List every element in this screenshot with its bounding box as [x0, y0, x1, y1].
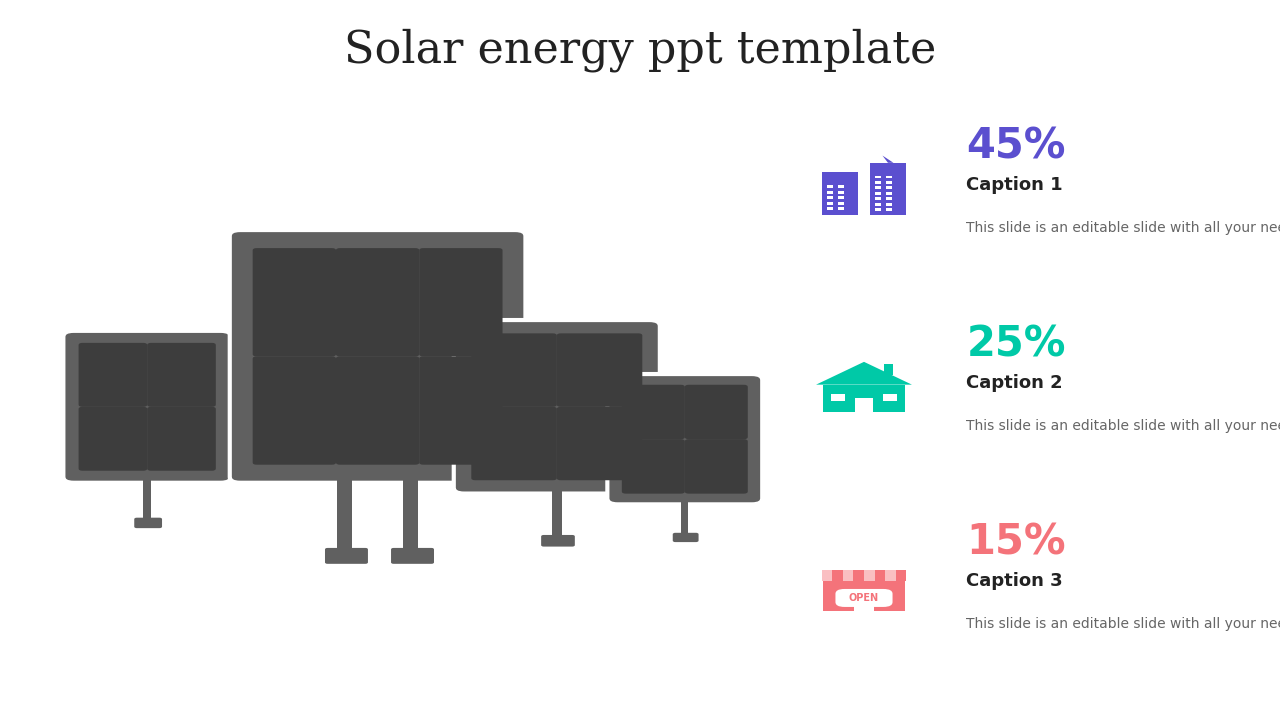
Bar: [837, 202, 844, 204]
Polygon shape: [817, 362, 911, 384]
FancyBboxPatch shape: [541, 535, 575, 546]
Text: This slide is an editable slide with all your needs.: This slide is an editable slide with all…: [966, 221, 1280, 235]
Bar: [874, 176, 881, 179]
Bar: [864, 570, 874, 581]
Bar: [883, 394, 897, 401]
FancyBboxPatch shape: [608, 374, 763, 504]
Bar: [837, 207, 844, 210]
FancyBboxPatch shape: [230, 230, 525, 482]
Bar: [854, 596, 874, 611]
Text: Caption 2: Caption 2: [966, 374, 1062, 392]
FancyBboxPatch shape: [335, 248, 420, 356]
FancyBboxPatch shape: [420, 356, 503, 464]
Bar: [337, 477, 352, 549]
FancyBboxPatch shape: [252, 356, 335, 464]
FancyBboxPatch shape: [673, 533, 699, 542]
Text: Caption 3: Caption 3: [966, 572, 1062, 590]
Bar: [886, 181, 892, 184]
Bar: [874, 192, 881, 194]
Text: Solar energy ppt template: Solar energy ppt template: [344, 29, 936, 72]
FancyBboxPatch shape: [471, 407, 557, 480]
Bar: [143, 477, 151, 519]
Text: 15%: 15%: [966, 521, 1066, 563]
Text: This slide is an editable slide with all your needs.: This slide is an editable slide with all…: [966, 617, 1280, 631]
FancyBboxPatch shape: [78, 407, 147, 471]
Bar: [827, 207, 833, 210]
Bar: [827, 185, 833, 188]
FancyBboxPatch shape: [454, 320, 660, 494]
FancyBboxPatch shape: [471, 333, 557, 407]
FancyBboxPatch shape: [835, 588, 893, 608]
Bar: [886, 197, 892, 200]
Bar: [681, 498, 689, 534]
Bar: [855, 397, 873, 412]
Bar: [884, 364, 892, 375]
Bar: [823, 384, 905, 412]
Bar: [886, 208, 892, 211]
Bar: [822, 570, 906, 581]
FancyBboxPatch shape: [147, 407, 216, 471]
Bar: [886, 192, 892, 194]
Text: OPEN: OPEN: [849, 593, 879, 603]
FancyBboxPatch shape: [685, 384, 748, 439]
FancyBboxPatch shape: [325, 548, 367, 564]
Bar: [874, 197, 881, 200]
Text: 25%: 25%: [966, 323, 1066, 365]
Text: Caption 1: Caption 1: [966, 176, 1062, 194]
Bar: [827, 197, 833, 199]
Text: This slide is an editable slide with all your needs.: This slide is an editable slide with all…: [966, 419, 1280, 433]
Bar: [827, 202, 833, 204]
FancyBboxPatch shape: [390, 548, 434, 564]
Bar: [874, 181, 881, 184]
FancyBboxPatch shape: [622, 384, 685, 439]
Polygon shape: [882, 156, 893, 163]
Bar: [837, 191, 844, 194]
FancyBboxPatch shape: [557, 407, 643, 480]
FancyBboxPatch shape: [78, 343, 147, 407]
Bar: [827, 191, 833, 194]
FancyBboxPatch shape: [64, 331, 230, 482]
Bar: [874, 203, 881, 206]
Bar: [822, 570, 832, 581]
Bar: [823, 580, 905, 611]
Bar: [837, 197, 844, 199]
Bar: [874, 186, 881, 189]
FancyBboxPatch shape: [335, 356, 420, 464]
Bar: [831, 394, 845, 401]
Bar: [886, 570, 896, 581]
FancyBboxPatch shape: [557, 333, 643, 407]
FancyBboxPatch shape: [685, 439, 748, 494]
Bar: [822, 172, 859, 215]
Bar: [886, 186, 892, 189]
Bar: [842, 570, 854, 581]
Bar: [869, 163, 906, 215]
Bar: [403, 477, 419, 549]
FancyBboxPatch shape: [252, 248, 335, 356]
Bar: [837, 185, 844, 188]
FancyBboxPatch shape: [134, 518, 163, 528]
Bar: [886, 203, 892, 206]
Bar: [886, 176, 892, 179]
Bar: [874, 208, 881, 211]
Bar: [552, 488, 562, 536]
FancyBboxPatch shape: [147, 343, 216, 407]
FancyBboxPatch shape: [420, 248, 503, 356]
Text: 45%: 45%: [966, 125, 1066, 167]
FancyBboxPatch shape: [622, 439, 685, 494]
